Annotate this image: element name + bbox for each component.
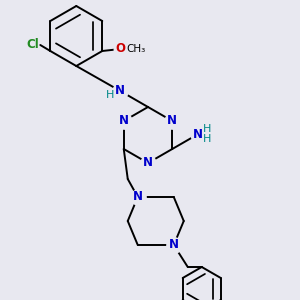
Text: N: N [193,128,203,140]
Text: Cl: Cl [26,38,39,50]
Text: N: N [119,115,129,128]
Text: H: H [203,134,212,144]
Text: N: N [115,85,125,98]
Text: H: H [203,124,212,134]
Text: N: N [169,238,179,251]
Text: O: O [115,43,125,56]
Text: N: N [167,115,177,128]
Text: N: N [133,190,143,203]
Text: CH₃: CH₃ [127,44,146,54]
Text: H: H [106,90,115,100]
Text: N: N [143,157,153,169]
